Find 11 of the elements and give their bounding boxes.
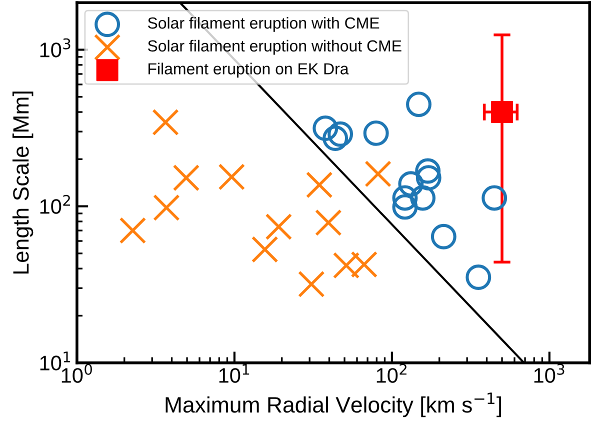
legend-label: Filament eruption on EK Dra xyxy=(148,62,349,78)
y-tick-label: 10$^{2}$ xyxy=(40,194,70,214)
x-tick-label: 10$^{3}$ xyxy=(534,364,564,383)
legend-label: Solar filament eruption without CME xyxy=(148,40,402,55)
legend-label: Solar filament eruption with CME xyxy=(148,16,380,32)
x-tick-label: 10$^{0}$ xyxy=(62,364,92,383)
x-tick-label: 10$^{1}$ xyxy=(219,364,250,383)
y-tick-label: 10$^{3}$ xyxy=(40,38,70,58)
x-tick-label: 10$^{2}$ xyxy=(376,364,406,383)
y-axis-title: Length Scale [Mm] xyxy=(12,92,34,274)
x-axis-title: Maximum Radial Velocity [km s$^{−1}$] xyxy=(166,392,502,418)
